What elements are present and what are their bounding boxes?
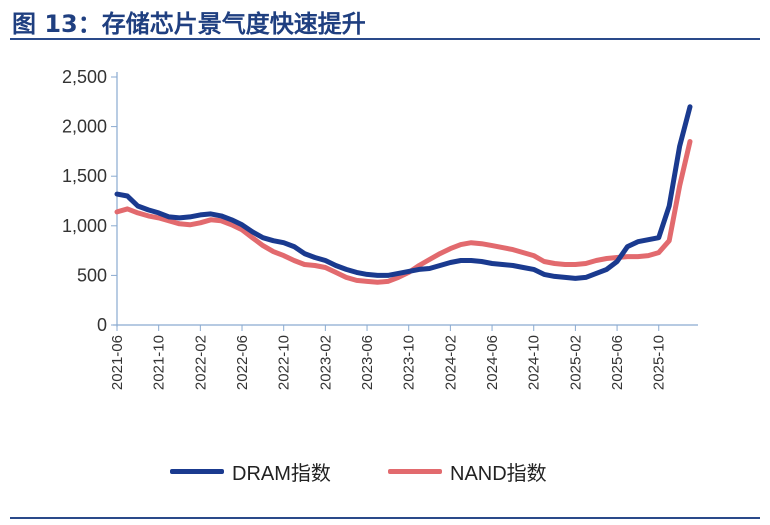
x-tick-label: 2025-02 bbox=[567, 335, 584, 390]
legend-swatch-nand bbox=[388, 468, 442, 474]
bottom-rule bbox=[10, 517, 760, 519]
x-tick-label: 2024-06 bbox=[484, 335, 501, 390]
x-tick-label: 2023-02 bbox=[317, 335, 334, 390]
x-tick-label: 2022-02 bbox=[192, 335, 209, 390]
chart-title: 图 13：存储芯片景气度快速提升 bbox=[12, 10, 366, 38]
legend-item-nand: NAND指数 bbox=[388, 451, 547, 491]
x-tick-label: 2024-02 bbox=[442, 335, 459, 390]
y-tick-label: 1,500 bbox=[62, 166, 107, 186]
series-line-nand bbox=[114, 139, 693, 285]
y-tick-label: 500 bbox=[77, 265, 107, 285]
x-tick-label: 2022-10 bbox=[276, 335, 293, 390]
title-underline bbox=[10, 38, 760, 40]
legend-item-dram: DRAM指数 bbox=[170, 451, 331, 491]
legend-swatch-dram bbox=[170, 468, 224, 474]
y-tick-label: 1,000 bbox=[62, 216, 107, 236]
x-tick-label: 2025-06 bbox=[609, 335, 626, 390]
x-tick-label: 2023-10 bbox=[401, 335, 418, 390]
x-tick-label: 2025-10 bbox=[651, 335, 668, 390]
x-tick-label: 2023-06 bbox=[359, 335, 376, 390]
series-line-dram bbox=[114, 104, 693, 281]
legend-label-nand: NAND指数 bbox=[450, 462, 547, 485]
x-tick-label: 2021-10 bbox=[151, 335, 168, 390]
x-tick-label: 2022-06 bbox=[234, 335, 251, 390]
y-tick-label: 2,000 bbox=[62, 117, 107, 137]
legend-label-dram: DRAM指数 bbox=[232, 462, 331, 485]
y-tick-label: 2,500 bbox=[62, 67, 107, 87]
legend: DRAM指数 NAND指数 bbox=[0, 451, 770, 491]
y-tick-label: 0 bbox=[97, 315, 107, 335]
x-tick-label: 2024-10 bbox=[526, 335, 543, 390]
x-tick-label: 2021-06 bbox=[109, 335, 126, 390]
